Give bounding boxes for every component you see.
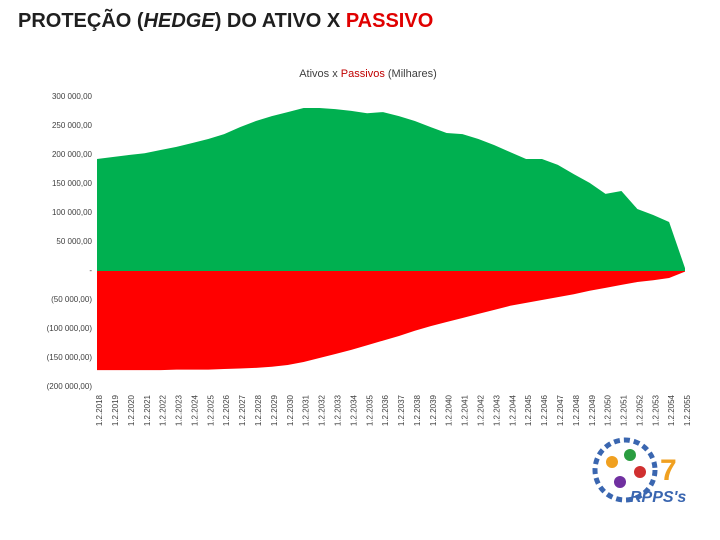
y-tick-label: 150 000,00 (52, 179, 93, 188)
y-tick-label: (200 000,00) (47, 382, 93, 391)
y-tick-label: 250 000,00 (52, 121, 93, 130)
y-tick-label: (50 000,00) (51, 295, 92, 304)
x-tick-label: 1.2.2029 (270, 394, 279, 426)
x-tick-label: 1.2.2051 (620, 394, 629, 426)
x-tick-label: 1.2.2036 (381, 394, 390, 426)
x-tick-label: 1.2.2044 (508, 394, 517, 426)
x-tick-label: 1.2.2041 (461, 394, 470, 426)
logo-ring (592, 437, 658, 503)
x-tick-label: 1.2.2019 (111, 394, 120, 426)
x-tick-label: 1.2.2027 (238, 394, 247, 426)
title-part: HEDGE (144, 10, 216, 32)
chart-title-part: (Milhares) (388, 68, 437, 80)
x-tick-label: 1.2.2043 (492, 394, 501, 426)
plot: (200 000,00) (150 000,00) (100 000,00) (50 … (47, 92, 692, 426)
x-tick-label: 1.2.2028 (254, 394, 263, 426)
logo-dot (624, 449, 636, 461)
title-part: PROTEÇÃO ( (18, 9, 144, 32)
x-tick-label: 1.2.2054 (667, 394, 676, 426)
x-tick-label: 1.2.2026 (222, 394, 231, 426)
x-tick-label: 1.2.2039 (429, 394, 438, 426)
x-tick-label: 1.2.2045 (524, 394, 533, 426)
x-tick-label: 1.2.2049 (588, 394, 597, 426)
title-part: PASSIVO (346, 10, 433, 32)
area (97, 108, 685, 272)
chart-title-part: Ativos (299, 68, 329, 80)
x-tick-label: 1.2.2048 (572, 394, 581, 426)
x-tick-label: 1.2.2033 (333, 394, 342, 426)
logo-dot (614, 476, 626, 488)
x-tick-label: 1.2.2024 (190, 394, 199, 426)
chart-title: Ativos x Passivos (Milhares) (299, 68, 437, 80)
x-tick-label: 1.2.2032 (318, 394, 327, 426)
x-tick-label: 1.2.2038 (413, 394, 422, 426)
x-tick-label: 1.2.2055 (683, 394, 692, 426)
title-part: ) DO ATIVO X (215, 10, 346, 32)
y-tick-label: - (89, 266, 92, 275)
area (97, 271, 685, 371)
y-tick-label: (100 000,00) (47, 324, 93, 333)
x-tick-label: 1.2.2053 (651, 394, 660, 426)
x-tick-label: 1.2.2020 (127, 394, 136, 426)
y-tick-label: 300 000,00 (52, 92, 93, 101)
x-tick-label: 1.2.2037 (397, 394, 406, 426)
x-tick-label: 1.2.2052 (635, 394, 644, 426)
y-tick-label: 50 000,00 (56, 237, 92, 246)
logo-text: RPPS's (630, 489, 686, 506)
chart-title-part: Passivos (341, 68, 386, 80)
logo: 7 RPPS's (592, 437, 686, 506)
x-tick-label: 1.2.2047 (556, 394, 565, 426)
slide-title: PROTEÇÃO (HEDGE) DO ATIVO X PASSIVO (18, 9, 433, 32)
x-tick-label: 1.2.2046 (540, 394, 549, 426)
x-tick-label: 1.2.2050 (604, 394, 613, 426)
x-tick-label: 1.2.2042 (477, 394, 486, 426)
y-tick-label: (150 000,00) (47, 353, 93, 362)
y-tick-label: 200 000,00 (52, 150, 93, 159)
chart-title-part: x (332, 68, 338, 80)
logo-badge: 7 (660, 454, 677, 487)
x-tick-label: 1.2.2035 (365, 394, 374, 426)
x-tick-label: 1.2.2023 (175, 394, 184, 426)
x-tick-label: 1.2.2018 (95, 394, 104, 426)
y-tick-label: 100 000,00 (52, 208, 93, 217)
x-tick-label: 1.2.2034 (349, 394, 358, 426)
x-tick-label: 1.2.2030 (286, 394, 295, 426)
x-tick-label: 1.2.2022 (159, 394, 168, 426)
x-tick-label: 1.2.2025 (206, 394, 215, 426)
x-tick-label: 1.2.2040 (445, 394, 454, 426)
logo-dot (634, 466, 646, 478)
x-tick-label: 1.2.2021 (143, 394, 152, 426)
x-tick-label: 1.2.2031 (302, 394, 311, 426)
logo-dot (606, 456, 618, 468)
